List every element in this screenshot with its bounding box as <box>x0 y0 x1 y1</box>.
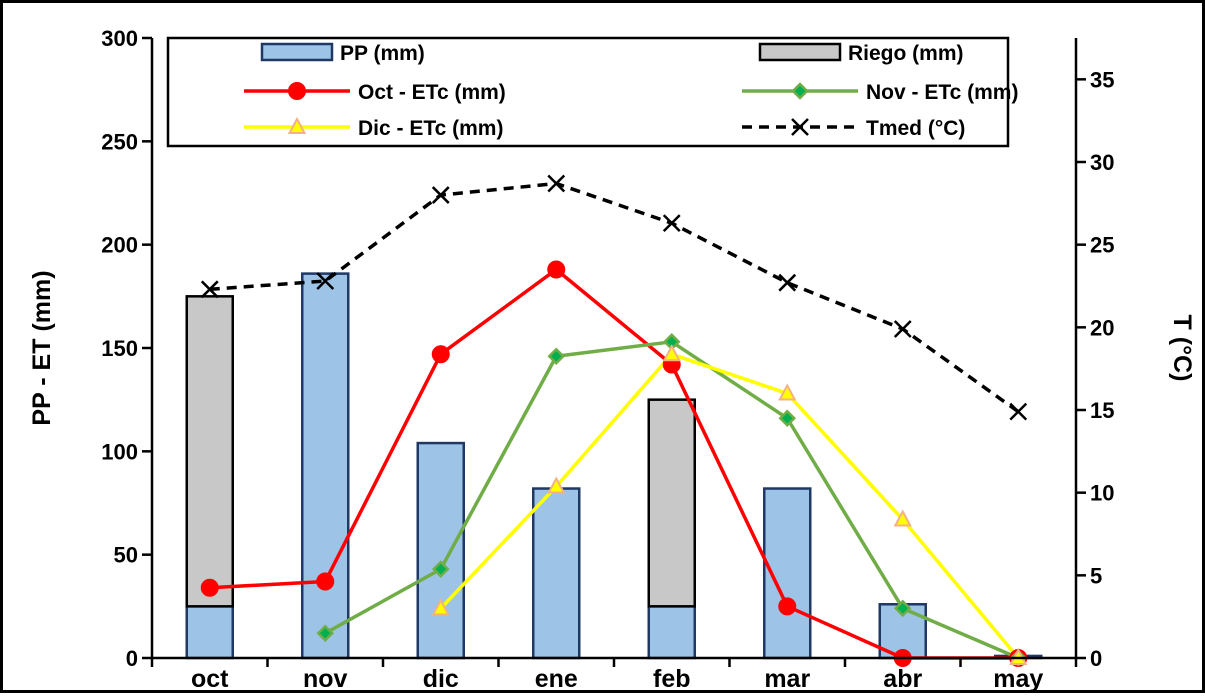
point-series3-dic <box>431 186 450 204</box>
series-line-2 <box>439 352 1020 660</box>
legend-swatch <box>260 42 334 62</box>
y-tick-label: 100 <box>101 439 138 464</box>
point-series3-ene <box>547 174 566 193</box>
point-series3-abr <box>893 320 912 338</box>
legend-label: Oct - ETc (mm) <box>358 81 506 104</box>
point-series0-mar <box>778 597 797 616</box>
point-series3-nov <box>316 272 335 290</box>
y2-tick-label: 0 <box>1090 646 1102 671</box>
y2-tick-label: 10 <box>1090 481 1114 506</box>
legend-label: Tmed (°C) <box>866 117 965 140</box>
y-tick-label: 200 <box>101 233 138 258</box>
x-tick-label: mar <box>764 665 810 693</box>
y2-tick-label: 15 <box>1090 398 1114 423</box>
point-series2-abr <box>893 509 912 527</box>
point-series0-ene <box>547 260 566 279</box>
point-series1-dic <box>431 560 450 578</box>
y-tick-label: 150 <box>101 336 138 361</box>
bar-pp-nov <box>301 272 350 660</box>
legend-marker <box>791 82 809 100</box>
point-series0-dic <box>431 345 450 364</box>
legend-swatch <box>758 42 842 62</box>
y2-axis-title: T (°C) <box>1168 315 1196 382</box>
x-tick-label: feb <box>653 665 691 693</box>
point-series1-abr <box>893 599 912 618</box>
lines-layer <box>200 174 1028 667</box>
bar-pp-dic <box>416 441 465 660</box>
bars-layer <box>185 272 1043 660</box>
x-tick-label: ene <box>535 665 578 693</box>
legend: PP (mm) Riego (mm) Oct - ETc (mm) Nov - ETc… <box>166 36 1018 148</box>
y2-tick-label: 20 <box>1090 315 1114 340</box>
point-series3-feb <box>662 214 681 233</box>
point-series0-nov <box>316 572 335 591</box>
point-series3-may <box>1009 402 1028 421</box>
x-tick-label: nov <box>303 665 348 693</box>
point-series1-ene <box>547 347 566 366</box>
bar-riego-oct <box>185 295 234 608</box>
bar-riego-feb <box>647 398 696 608</box>
y2-tick-label: 25 <box>1090 233 1114 258</box>
point-series2-feb <box>662 344 681 362</box>
y2-tick-label: 35 <box>1090 67 1114 92</box>
point-series2-dic <box>431 598 450 616</box>
point-series2-ene <box>547 476 566 494</box>
axes-layer: 0 50 100 150 200 250 300 0 5 10 15 20 25 30 35 oct nov di… <box>28 26 1196 693</box>
legend-label: Riego (mm) <box>848 42 964 65</box>
x-tick-label: oct <box>191 665 229 693</box>
bar-pp-ene <box>532 487 581 660</box>
x-tick-label: abr <box>883 665 922 693</box>
y2-tick-label: 30 <box>1090 150 1114 175</box>
point-series0-oct <box>200 578 219 597</box>
point-series2-mar <box>778 383 797 401</box>
y-tick-label: 250 <box>101 129 138 154</box>
point-series1-mar <box>778 409 797 428</box>
legend-label: Dic - ETc (mm) <box>358 117 503 140</box>
legend-label: PP (mm) <box>340 42 425 65</box>
y2-tick-label: 5 <box>1090 563 1102 588</box>
legend-label: Nov - ETc (mm) <box>866 81 1018 104</box>
series-line-0 <box>209 267 1019 660</box>
point-series3-oct <box>200 280 219 299</box>
point-series1-nov <box>316 624 335 642</box>
x-tick-label: dic <box>423 665 459 693</box>
point-series3-mar <box>778 273 797 292</box>
y-tick-label: 0 <box>126 646 138 671</box>
bar-pp-oct <box>185 605 234 660</box>
x-tick-label: may <box>993 665 1043 693</box>
legend-marker <box>287 116 307 134</box>
legend-marker <box>288 82 306 100</box>
series-line-3 <box>209 181 1020 414</box>
bar-pp-feb <box>647 605 696 660</box>
y-tick-label: 50 <box>114 543 138 568</box>
y-axis-title: PP - ET (mm) <box>28 270 56 425</box>
legend-marker <box>791 118 809 136</box>
y-tick-label: 300 <box>101 26 138 51</box>
